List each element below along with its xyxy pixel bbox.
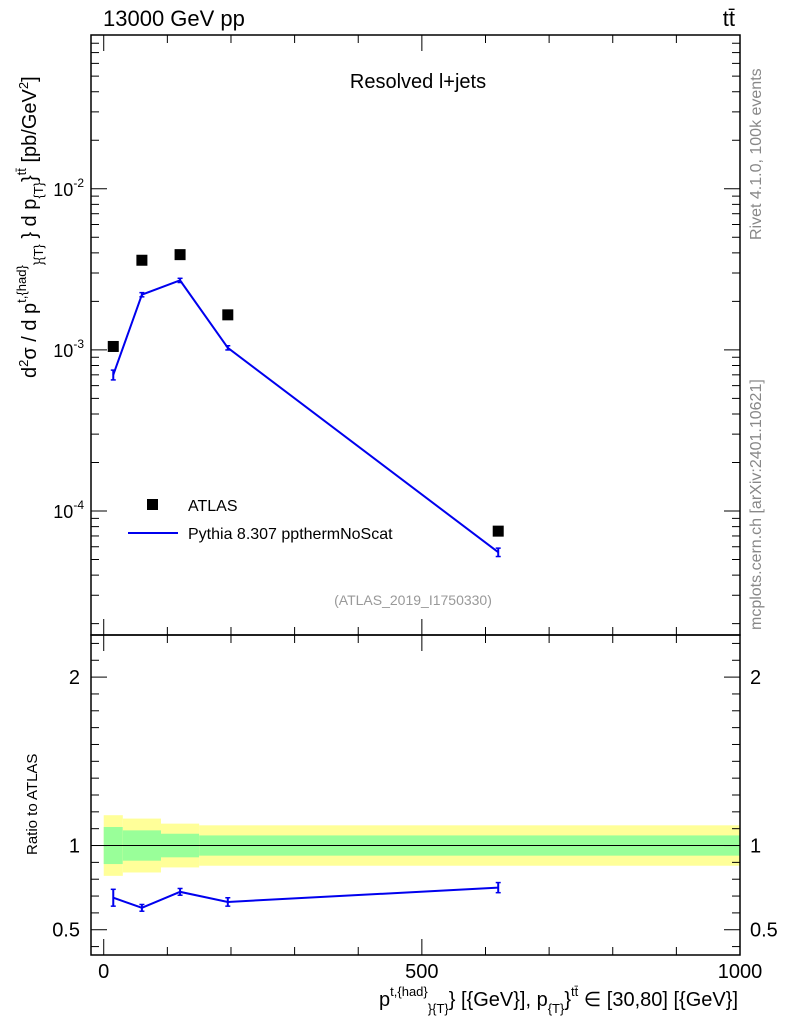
ratio-ylabel: Ratio to ATLAS [24,754,41,855]
ratio-ytick-label-left: 0.5 [52,920,80,942]
legend: ATLAS Pythia 8.307 ppthermNoScat [128,498,393,543]
process-label: tt̄ [723,6,735,31]
atlas-point [136,254,148,266]
ratio-panel: 0.5 0.5 1 1 2 2 0 500 1000 Ratio to ATLAS pt,{ha… [24,634,778,1016]
ratio-ytick-label-left: 1 [69,836,80,858]
main-title: Resolved l+jets [350,71,486,93]
watermark: (ATLAS_2019_I1750330) [334,592,492,608]
main-ytick-label: 10-3 [53,337,84,361]
ratio-frame [90,634,741,956]
atlas-point [492,525,504,537]
ratio-ytick-label-right: 1 [750,836,761,858]
atlas-point [107,340,119,352]
legend-atlas-label: ATLAS [188,498,238,515]
legend-atlas-marker [147,499,158,510]
main-ytick-label: 10-2 [53,176,84,200]
ratio-xtick-label: 500 [405,961,438,983]
main-frame [90,34,741,636]
main-ytick-label: 10-4 [53,498,84,522]
ratio-ytick-label-left: 2 [69,667,80,689]
main-data-marks [107,249,504,558]
ratio-xtick-label: 0 [98,961,109,983]
ratio-ytick-label-right: 0.5 [750,920,778,942]
atlas-point [222,309,234,321]
main-ylabel: d2σ / d pt,{had}}{T} } d p{T}}tt̄ [pb/Ge… [14,76,46,378]
atlas-point [174,249,186,261]
mcplots-label: mcplots.cern.ch [arXiv:2401.10621] [748,379,765,630]
ratio-line [112,886,499,909]
ratio-xlabel: pt,{had}}{T}} [{GeV}], p{T}}tt̄ ∈ [30,80… [379,984,738,1016]
ratio-ytick-label-right: 2 [750,667,761,689]
rivet-label: Rivet 4.1.0, 100k events [748,68,765,240]
main-axis-ticks: 10-4 10-3 10-2 [53,34,741,635]
ratio-axis-ticks: 0.5 0.5 1 1 2 2 0 500 1000 [52,635,778,983]
main-panel: Resolved l+jets (ATLAS_2019_I1750330) 10… [14,34,741,636]
ratio-data-marks [110,881,501,912]
energy-label: 13000 GeV pp [103,6,245,31]
pythia-line [112,279,499,554]
legend-pythia-label: Pythia 8.307 ppthermNoScat [188,526,393,543]
ratio-xtick-label: 1000 [718,961,763,983]
